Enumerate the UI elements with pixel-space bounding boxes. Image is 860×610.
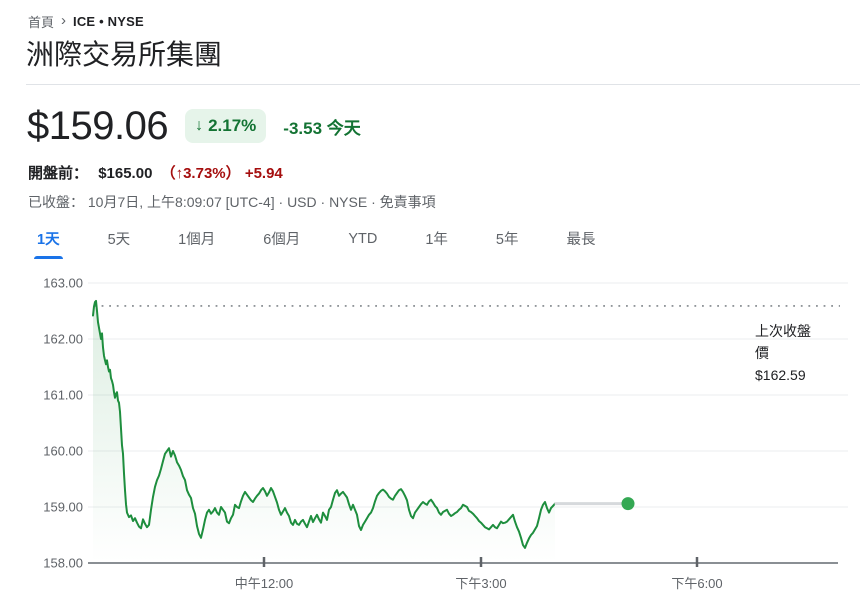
current-price: $159.06 — [27, 103, 169, 148]
prev-close-label: 上次收盤價 $162.59 — [755, 320, 821, 386]
header-divider — [26, 84, 860, 85]
price-chart: 163.00 162.00 161.00 160.00 159.00 158.00 中午12… — [0, 270, 860, 610]
premarket-price: $165.00 — [98, 165, 153, 182]
prev-close-text: 上次收盤價 — [755, 323, 811, 361]
market-status-row: 已收盤： 10月7日, 上午8:09:07 [UTC-4] · USD · NY… — [28, 192, 860, 212]
prev-close-value: $162.59 — [755, 367, 806, 383]
tab-ytd[interactable]: YTD — [346, 228, 379, 259]
market-status-text: 已收盤： 10月7日, 上午8:09:07 [UTC-4] · USD · NY… — [28, 194, 376, 210]
y-axis-tick-label: 159.00 — [43, 500, 83, 515]
arrow-down-icon: ↓ — [195, 117, 204, 134]
change-percent-badge: ↓ 2.17% — [185, 109, 267, 143]
breadcrumb: 首頁 › ICE • NYSE — [0, 0, 860, 31]
premarket-percent: （↑3.73%） — [160, 165, 241, 182]
price-line — [92, 299, 556, 549]
price-row: $159.06 ↓ 2.17% -3.53 今天 — [27, 104, 860, 148]
x-axis-tick-label: 下午6:00 — [671, 576, 722, 591]
y-axis-tick-label: 161.00 — [43, 388, 83, 403]
tab-1d[interactable]: 1天 — [34, 228, 63, 259]
premarket-change: +5.94 — [244, 165, 283, 182]
breadcrumb-home-link[interactable]: 首頁 — [28, 15, 55, 30]
range-tabs: 1天 5天 1個月 6個月 YTD 1年 5年 最長 — [34, 228, 860, 259]
tab-6m[interactable]: 6個月 — [261, 228, 302, 259]
chevron-right-icon: › — [61, 12, 67, 29]
y-axis-tick-label: 162.00 — [43, 332, 83, 347]
disclaimer-link[interactable]: 免責事項 — [379, 194, 436, 210]
tab-1y[interactable]: 1年 — [423, 228, 450, 259]
premarket-row: 開盤前： $165.00 （↑3.73%） +5.94 — [28, 162, 860, 183]
x-axis-tick-label: 中午12:00 — [235, 576, 294, 591]
change-amount-today: -3.53 今天 — [283, 118, 361, 138]
page-title: 洲際交易所集團 — [26, 39, 223, 70]
y-axis-tick-label: 158.00 — [43, 556, 83, 571]
price-chart-canvas[interactable]: 163.00 162.00 161.00 160.00 159.00 158.00 中午12… — [0, 270, 860, 610]
tab-max[interactable]: 最長 — [564, 228, 597, 259]
y-axis-tick-label: 160.00 — [43, 444, 83, 459]
x-axis-tick-label: 下午3:00 — [455, 576, 506, 591]
premarket-label: 開盤前： — [28, 165, 89, 182]
tab-1m[interactable]: 1個月 — [176, 228, 217, 259]
y-axis-tick-label: 163.00 — [43, 276, 83, 291]
change-percent-value: 2.17% — [208, 116, 257, 135]
price-area-fill — [93, 300, 555, 563]
tab-5d[interactable]: 5天 — [106, 228, 133, 259]
last-price-dot — [621, 497, 635, 511]
breadcrumb-symbol: ICE • NYSE — [73, 14, 144, 29]
tab-5y[interactable]: 5年 — [494, 228, 521, 259]
